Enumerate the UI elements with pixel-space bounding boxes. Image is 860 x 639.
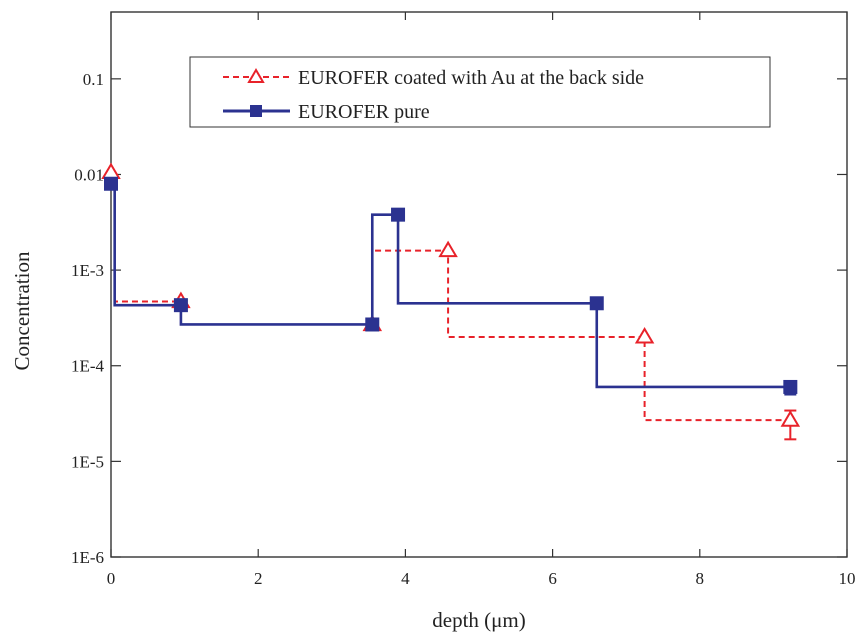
y-axis-title: Concentration (10, 251, 34, 370)
x-tick-label: 8 (696, 569, 705, 588)
legend-marker-pure (250, 105, 262, 117)
legend: EUROFER coated with Au at the back side … (189, 56, 771, 128)
y-tick-label: 1E-4 (71, 357, 105, 376)
data-point-square (391, 207, 406, 222)
y-tick-label: 0.1 (83, 70, 104, 89)
data-point-square (783, 379, 798, 394)
series-line-1 (111, 182, 791, 389)
y-tick-label: 1E-3 (71, 261, 104, 280)
axis-ticks: 0 2 4 6 8 10 0.1 0.01 1E-3 1E-4 1E-5 1E-6 (71, 12, 856, 588)
data-point-triangle (780, 410, 801, 427)
data-point-triangle (634, 326, 655, 344)
data-point-triangle (438, 240, 458, 258)
legend-entry-pure: EUROFER pure (223, 101, 430, 123)
x-tick-label: 6 (548, 569, 557, 588)
y-tick-label: 1E-5 (71, 452, 104, 471)
x-tick-label: 2 (254, 569, 263, 588)
series-line-0 (111, 171, 791, 422)
data-point-square (365, 317, 380, 332)
y-tick-label: 0.01 (74, 165, 104, 184)
legend-label-coated: EUROFER coated with Au at the back side (298, 67, 644, 89)
data-point-square (173, 298, 188, 313)
x-tick-label: 10 (839, 569, 856, 588)
x-tick-label: 0 (107, 569, 116, 588)
data-point-triangle (101, 162, 121, 180)
y-tick-label: 1E-6 (71, 548, 104, 567)
x-tick-label: 4 (401, 569, 410, 588)
x-axis-title: depth (μm) (432, 608, 526, 632)
data-point-square (589, 296, 604, 311)
data-point-square (104, 176, 118, 191)
plot-frame (110, 11, 848, 558)
legend-entry-coated: EUROFER coated with Au at the back side (223, 67, 644, 89)
series-layer (101, 162, 801, 441)
legend-marker-coated (247, 68, 265, 83)
legend-label-pure: EUROFER pure (298, 101, 430, 123)
legend-box (189, 56, 771, 128)
